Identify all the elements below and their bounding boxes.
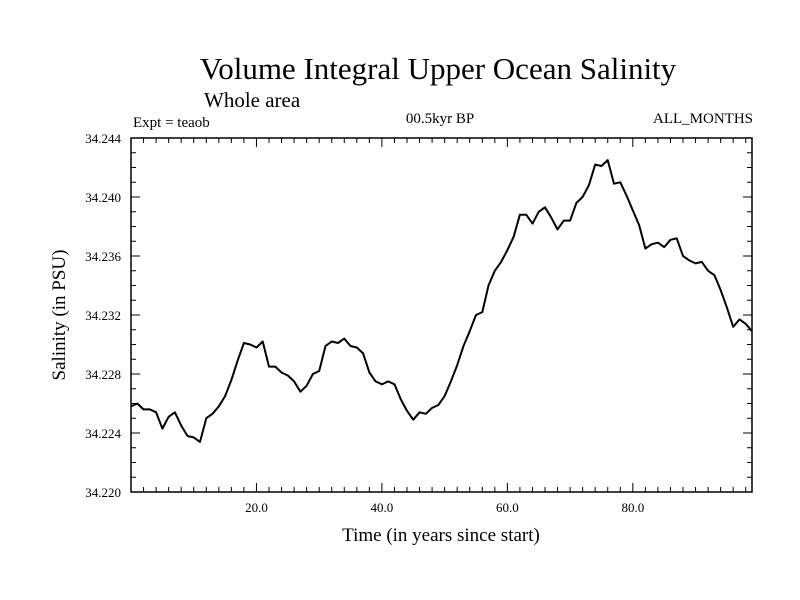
y-tick-label: 34.244 <box>85 131 121 146</box>
x-axis-label: Time (in years since start) <box>342 525 540 546</box>
y-axis-ticks: 34.220 34.224 34.228 34.232 34.236 34.240 34.2… <box>85 131 752 500</box>
chart-subtitle: Whole area <box>204 88 301 112</box>
x-axis-ticks: 20.0 40.0 60.0 80.0 <box>143 138 747 515</box>
chart-title: Volume Integral Upper Ocean Salinity <box>200 51 677 86</box>
y-tick-label: 34.236 <box>85 249 121 264</box>
x-tick-label: 80.0 <box>621 500 644 515</box>
salinity-series-line <box>130 159 753 443</box>
x-tick-label: 60.0 <box>496 500 519 515</box>
series-layer <box>130 159 753 443</box>
plot-frame <box>130 137 753 493</box>
x-tick-label: 20.0 <box>245 500 268 515</box>
y-tick-label: 34.220 <box>85 485 121 500</box>
y-tick-label: 34.228 <box>85 367 121 382</box>
y-tick-label: 34.240 <box>85 190 121 205</box>
period-label: 00.5kyr BP <box>406 111 474 127</box>
months-label: ALL_MONTHS <box>653 111 753 127</box>
y-tick-label: 34.232 <box>85 308 121 323</box>
experiment-label: Expt = teaob <box>133 115 210 131</box>
x-tick-label: 40.0 <box>371 500 394 515</box>
y-tick-label: 34.224 <box>85 426 121 441</box>
y-axis-label: Salinity (in PSU) <box>49 250 70 381</box>
